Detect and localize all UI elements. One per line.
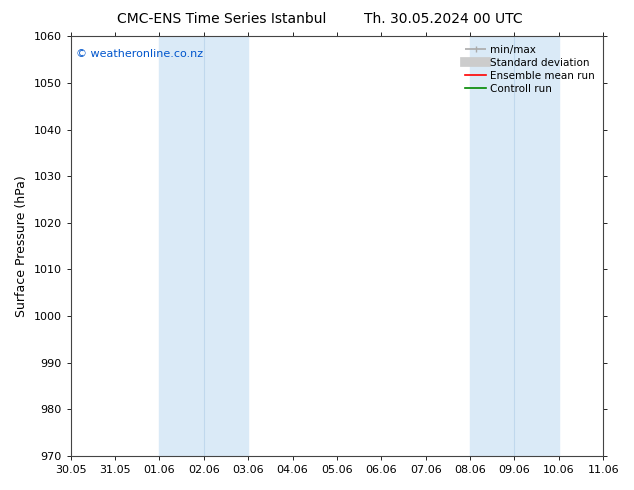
Text: © weatheronline.co.nz: © weatheronline.co.nz [76, 49, 203, 59]
Y-axis label: Surface Pressure (hPa): Surface Pressure (hPa) [15, 175, 28, 317]
Text: CMC-ENS Time Series Istanbul: CMC-ENS Time Series Istanbul [117, 12, 327, 26]
Legend: min/max, Standard deviation, Ensemble mean run, Controll run: min/max, Standard deviation, Ensemble me… [462, 42, 598, 97]
Text: Th. 30.05.2024 00 UTC: Th. 30.05.2024 00 UTC [365, 12, 523, 26]
Bar [160, 36, 248, 456]
Bar [470, 36, 559, 456]
